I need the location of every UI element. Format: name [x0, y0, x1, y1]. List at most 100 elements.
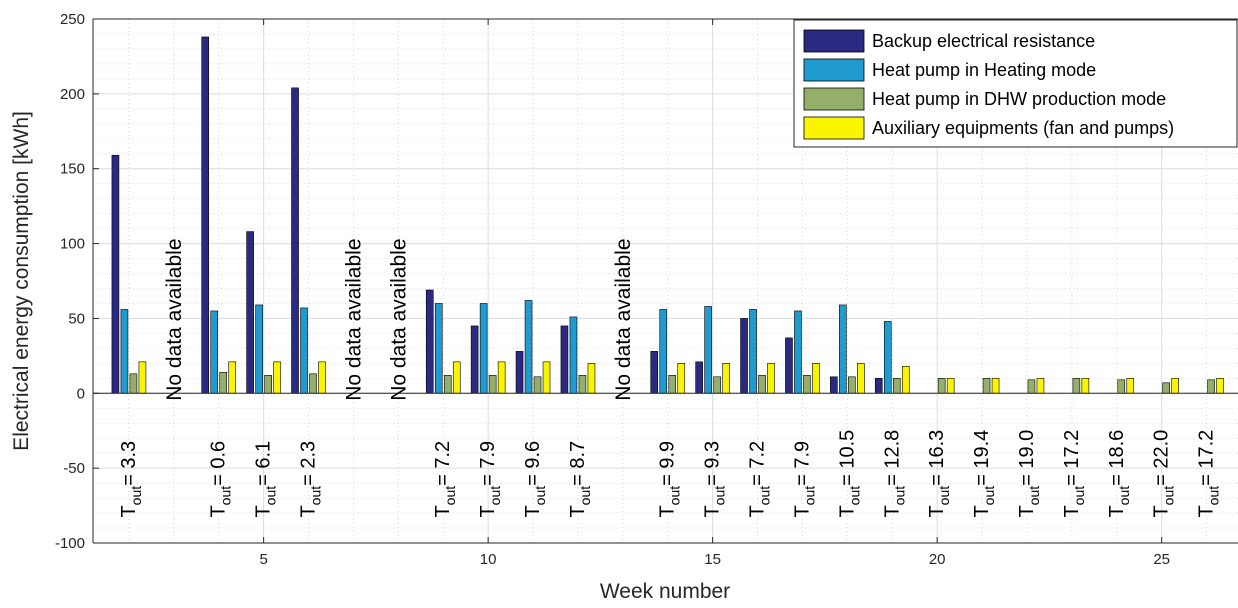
tout-symbol: T [253, 505, 275, 517]
bar [488, 375, 497, 394]
legend-swatch [803, 29, 865, 53]
tout-symbol: T [432, 505, 454, 517]
bar [300, 307, 308, 394]
bar [857, 363, 865, 394]
bar [677, 363, 686, 394]
tout-value: = 9.3 [702, 441, 724, 486]
bar [542, 361, 551, 394]
bar [991, 378, 1000, 394]
tout-value: = 2.3 [298, 441, 320, 486]
bar [452, 361, 461, 394]
bar [587, 363, 596, 394]
tout-value: = 7.2 [432, 441, 454, 486]
x-axis-title: Week number [600, 580, 730, 603]
bar [848, 376, 856, 394]
bar [794, 310, 802, 394]
x-tick-label: 25 [1153, 551, 1170, 568]
tout-symbol: T [926, 505, 948, 517]
bar [210, 310, 219, 394]
tout-symbol: T [1061, 505, 1083, 517]
x-tick-label: 5 [259, 551, 267, 568]
bar [749, 309, 757, 394]
bar [434, 303, 443, 394]
legend-label: Backup electrical resistance [872, 31, 1095, 51]
bar [1162, 382, 1170, 394]
bar [219, 372, 228, 394]
tout-subscript: out [442, 486, 458, 506]
no-data-label: No data available [342, 238, 365, 400]
tout-value: = 19.4 [971, 430, 993, 486]
legend-swatch [803, 58, 865, 82]
tout-label: Tout= 7.2 [432, 441, 458, 518]
bar [937, 378, 946, 394]
tout-subscript: out [577, 486, 593, 506]
bar [758, 375, 766, 394]
tout-label: Tout= 18.6 [1106, 430, 1132, 518]
tout-subscript: out [532, 486, 548, 506]
bar [246, 231, 254, 394]
tout-subscript: out [936, 486, 952, 506]
legend-box [793, 19, 1238, 148]
tout-subscript: out [667, 486, 683, 506]
bar [982, 378, 991, 394]
tout-value: = 17.2 [1061, 430, 1083, 486]
bar [839, 304, 847, 394]
tout-symbol: T [657, 505, 679, 517]
tout-subscript: out [1161, 486, 1177, 506]
bar [201, 36, 210, 394]
bar [1036, 378, 1045, 394]
bar [713, 376, 721, 394]
bar [425, 289, 434, 394]
tout-label: Tout= 19.0 [1016, 430, 1042, 518]
tout-value: = 17.2 [1196, 430, 1218, 486]
legend-label: Auxiliary equipments (fan and pumps) [872, 118, 1174, 138]
bar [497, 361, 506, 394]
y-tick-label: 0 [77, 385, 85, 402]
bar [812, 363, 820, 394]
tout-subscript: out [801, 486, 817, 506]
tout-label: Tout= 9.3 [702, 441, 728, 518]
tout-symbol: T [702, 505, 724, 517]
tout-value: = 3.3 [118, 441, 140, 486]
bar [318, 361, 326, 394]
tout-subscript: out [846, 486, 862, 506]
x-tick-label: 15 [704, 551, 721, 568]
bar [883, 321, 892, 394]
tout-label: Tout= 19.4 [971, 430, 997, 518]
y-tick-label: 250 [60, 11, 85, 28]
bar [830, 376, 838, 394]
tout-value: = 9.9 [657, 441, 679, 486]
bar [1027, 379, 1036, 394]
tout-symbol: T [1196, 505, 1218, 517]
y-axis-title: Electrical energy consumption [kWh] [10, 111, 33, 451]
tout-label: Tout= 3.3 [118, 441, 144, 518]
bar [120, 309, 129, 394]
tout-symbol: T [567, 505, 589, 517]
tout-symbol: T [836, 505, 858, 517]
bar [578, 375, 587, 394]
bars [111, 36, 1224, 394]
tout-value: = 10.5 [836, 430, 858, 486]
tout-label: Tout= 16.3 [926, 430, 952, 518]
bar [291, 87, 299, 394]
tout-symbol: T [118, 505, 140, 517]
bar [309, 373, 317, 394]
tout-symbol: T [791, 505, 813, 517]
bar [1081, 378, 1090, 394]
tout-value: = 7.2 [747, 441, 769, 486]
tout-value: = 19.0 [1016, 430, 1038, 486]
tout-subscript: out [263, 486, 279, 506]
tout-subscript: out [1026, 486, 1042, 506]
tout-value: = 0.6 [208, 441, 230, 486]
bar [659, 309, 668, 394]
axes [92, 18, 1238, 544]
tout-symbol: T [1106, 505, 1128, 517]
no-data-label: No data available [387, 238, 410, 400]
bar [668, 375, 677, 394]
bar [515, 351, 524, 394]
bar [704, 306, 712, 394]
bar [264, 375, 272, 394]
tout-subscript: out [712, 486, 728, 506]
